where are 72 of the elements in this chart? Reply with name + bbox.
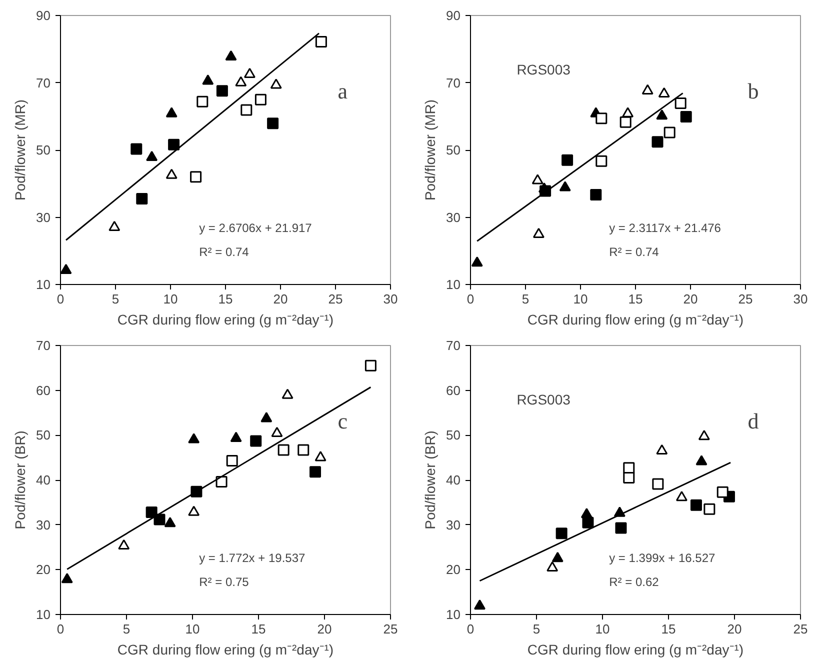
x-tick-label: 10 xyxy=(185,622,200,636)
x-axis-title: CGR during flow ering (g m⁻²day⁻¹) xyxy=(117,312,334,328)
y-axis-title: Pod/flower (BR) xyxy=(12,430,28,530)
annotation: y = 2.3117x + 21.476 xyxy=(609,221,722,236)
x-tick-label: 10 xyxy=(573,292,588,306)
annotation: a xyxy=(338,78,348,104)
y-tick-label: 90 xyxy=(446,8,461,23)
annotation: R² = 0.75 xyxy=(199,575,250,590)
x-tick-label: 15 xyxy=(251,622,266,636)
annotation: c xyxy=(338,408,348,434)
y-tick-label: 70 xyxy=(36,75,51,90)
y-tick-label: 60 xyxy=(36,382,51,398)
x-axis-title: CGR during flow ering (g m⁻²day⁻¹) xyxy=(527,312,744,328)
annotation: d xyxy=(748,408,759,434)
x-tick-label: 20 xyxy=(317,622,332,636)
x-tick-label: 30 xyxy=(383,292,398,306)
y-tick-label: 20 xyxy=(446,562,461,578)
y-tick-label: 50 xyxy=(36,428,51,443)
x-tick-label: 25 xyxy=(738,292,753,306)
annotation: RGS003 xyxy=(516,391,571,408)
x-tick-label: 0 xyxy=(466,622,474,636)
annotation: R² = 0.74 xyxy=(609,245,660,260)
y-tick-label: 60 xyxy=(446,382,461,398)
x-axis-title: CGR during flow ering (g m⁻²day⁻¹) xyxy=(527,642,744,658)
y-tick-label: 30 xyxy=(446,517,461,532)
y-tick-label: 40 xyxy=(36,472,51,488)
y-tick-label: 10 xyxy=(446,607,461,622)
y-tick-label: 20 xyxy=(36,562,51,578)
y-axis-title: Pod/flower (MR) xyxy=(422,99,438,201)
x-tick-label: 20 xyxy=(727,622,742,636)
y-tick-label: 30 xyxy=(446,210,461,225)
y-tick-label: 50 xyxy=(446,428,461,443)
annotation: R² = 0.74 xyxy=(199,245,250,260)
x-tick-label: 5 xyxy=(522,292,530,306)
x-axis-title: CGR during flow ering (g m⁻²day⁻¹) xyxy=(117,642,334,658)
x-tick-label: 15 xyxy=(661,622,676,636)
y-tick-label: 30 xyxy=(36,517,51,532)
x-tick-label: 0 xyxy=(56,622,64,636)
y-tick-label: 30 xyxy=(36,210,51,225)
x-tick-label: 0 xyxy=(466,292,474,306)
y-tick-label: 10 xyxy=(36,607,51,622)
y-tick-label: 50 xyxy=(446,142,461,158)
y-tick-label: 50 xyxy=(36,142,51,158)
annotation: y = 1.399x + 16.527 xyxy=(609,551,716,566)
x-tick-label: 0 xyxy=(56,292,64,306)
x-tick-label: 5 xyxy=(122,622,130,636)
x-tick-label: 15 xyxy=(218,292,233,306)
x-tick-label: 10 xyxy=(595,622,610,636)
x-tick-label: 15 xyxy=(628,292,643,306)
y-tick-label: 70 xyxy=(36,338,51,353)
x-tick-label: 25 xyxy=(793,622,808,636)
y-tick-label: 40 xyxy=(446,472,461,488)
annotation: RGS003 xyxy=(516,61,571,78)
y-tick-label: 10 xyxy=(36,277,51,292)
y-tick-label: 90 xyxy=(36,8,51,23)
y-axis-title: Pod/flower (BR) xyxy=(422,430,438,530)
x-tick-label: 10 xyxy=(163,292,178,306)
x-tick-label: 25 xyxy=(383,622,398,636)
annotation: y = 2.6706x + 21.917 xyxy=(199,221,312,236)
annotation: R² = 0.62 xyxy=(609,575,660,590)
y-tick-label: 10 xyxy=(446,277,461,292)
x-tick-label: 20 xyxy=(273,292,288,306)
x-tick-label: 30 xyxy=(793,292,808,306)
y-tick-label: 70 xyxy=(446,338,461,353)
x-tick-label: 5 xyxy=(112,292,120,306)
x-tick-label: 5 xyxy=(532,622,540,636)
y-axis-title: Pod/flower (MR) xyxy=(12,99,28,201)
y-tick-label: 70 xyxy=(446,75,461,90)
annotation: b xyxy=(748,78,759,104)
x-tick-label: 25 xyxy=(328,292,343,306)
annotation: y = 1.772x + 19.537 xyxy=(199,551,306,566)
x-tick-label: 20 xyxy=(683,292,698,306)
